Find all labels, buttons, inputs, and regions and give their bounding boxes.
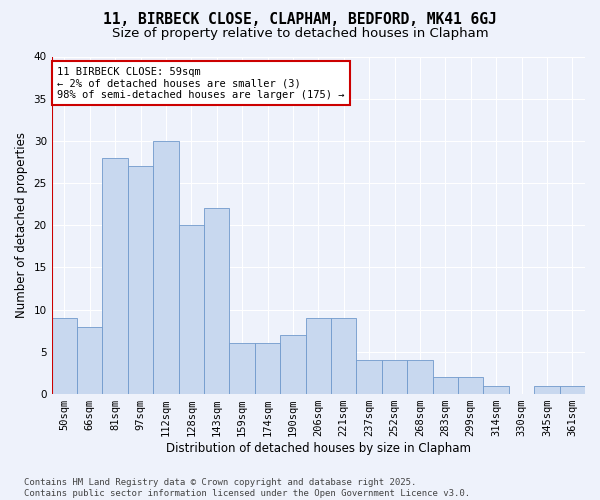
Bar [433, 377, 458, 394]
Text: 11, BIRBECK CLOSE, CLAPHAM, BEDFORD, MK41 6GJ: 11, BIRBECK CLOSE, CLAPHAM, BEDFORD, MK4… [103, 12, 497, 28]
Bar [103, 158, 128, 394]
Text: Contains HM Land Registry data © Crown copyright and database right 2025.
Contai: Contains HM Land Registry data © Crown c… [24, 478, 470, 498]
Bar [484, 386, 509, 394]
Bar [560, 386, 585, 394]
X-axis label: Distribution of detached houses by size in Clapham: Distribution of detached houses by size … [166, 442, 471, 455]
Bar [204, 208, 229, 394]
Bar [356, 360, 382, 394]
Bar [407, 360, 433, 394]
Text: 11 BIRBECK CLOSE: 59sqm
← 2% of detached houses are smaller (3)
98% of semi-deta: 11 BIRBECK CLOSE: 59sqm ← 2% of detached… [57, 66, 344, 100]
Bar [305, 318, 331, 394]
Bar [153, 141, 179, 394]
Y-axis label: Number of detached properties: Number of detached properties [15, 132, 28, 318]
Bar [331, 318, 356, 394]
Bar [534, 386, 560, 394]
Bar [280, 335, 305, 394]
Bar [77, 326, 103, 394]
Bar [458, 377, 484, 394]
Bar [128, 166, 153, 394]
Bar [382, 360, 407, 394]
Text: Size of property relative to detached houses in Clapham: Size of property relative to detached ho… [112, 28, 488, 40]
Bar [229, 344, 255, 394]
Bar [52, 318, 77, 394]
Bar [255, 344, 280, 394]
Bar [179, 226, 204, 394]
